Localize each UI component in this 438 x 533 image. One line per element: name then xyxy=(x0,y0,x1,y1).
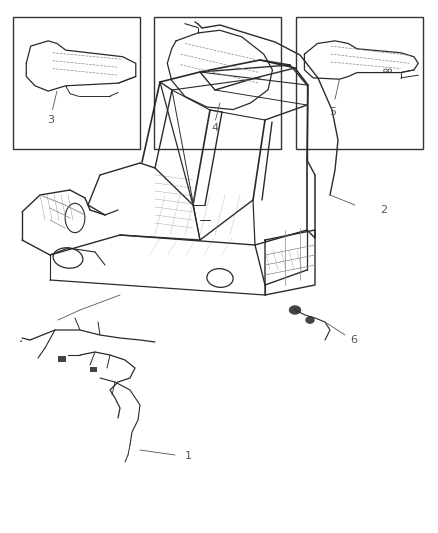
Text: 6: 6 xyxy=(350,335,357,345)
Bar xyxy=(58,356,66,362)
FancyBboxPatch shape xyxy=(154,17,281,149)
Text: 1: 1 xyxy=(185,451,192,461)
Bar xyxy=(90,367,96,372)
Ellipse shape xyxy=(290,306,300,314)
FancyBboxPatch shape xyxy=(13,17,140,149)
Ellipse shape xyxy=(306,317,314,323)
Text: 5: 5 xyxy=(329,107,336,117)
FancyBboxPatch shape xyxy=(296,17,423,149)
Text: 2: 2 xyxy=(380,205,387,215)
Text: 4: 4 xyxy=(212,123,219,133)
Text: 3: 3 xyxy=(47,115,54,125)
